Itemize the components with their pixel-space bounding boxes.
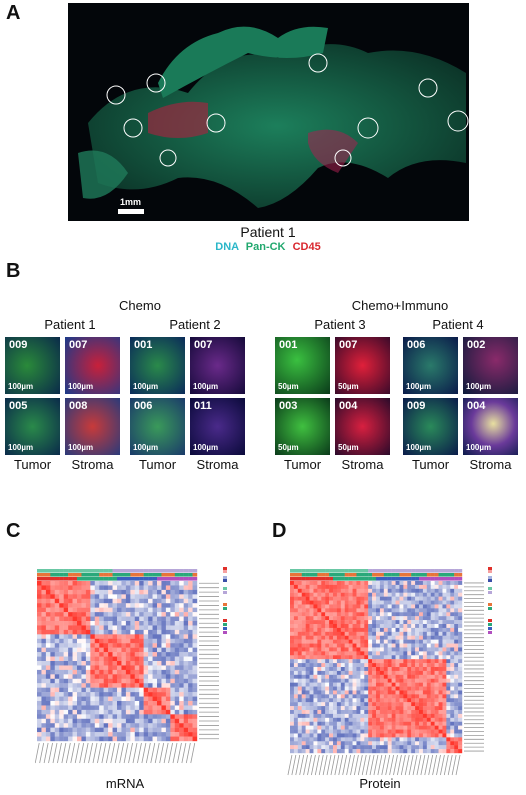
tumor-label: Tumor <box>13 457 52 472</box>
tile-id: 001 <box>134 339 153 351</box>
panel-b-label: B <box>6 260 21 282</box>
tile-scale: 50µm <box>278 382 299 391</box>
micrograph-tile: 004 50µm <box>335 398 390 455</box>
micrograph-tile: 001 100µm <box>130 337 185 394</box>
group-chemo-label: Chemo <box>119 298 161 313</box>
tile-id: 005 <box>9 400 28 412</box>
panel-c-label: C <box>6 520 21 542</box>
micrograph-tile: 004 100µm <box>463 398 518 455</box>
micrograph-tile: 007 50µm <box>335 337 390 394</box>
tile-scale: 50µm <box>278 443 299 452</box>
micrograph-tile: 006 100µm <box>130 398 185 455</box>
micrograph-tile: 011 100µm <box>190 398 245 455</box>
micrograph-tile: 005 100µm <box>5 398 60 455</box>
micrograph-tile: 003 50µm <box>275 398 330 455</box>
tumor-label: Tumor <box>411 457 450 472</box>
scale-bar-label: 1mm <box>120 197 142 207</box>
legend-cd45: CD45 <box>292 241 321 253</box>
mrna-correlation-heatmap <box>34 565 230 780</box>
stroma-label: Stroma <box>469 457 512 472</box>
protein-caption: Protein <box>359 776 401 791</box>
tile-id: 007 <box>69 339 88 351</box>
tile-id: 007 <box>339 339 358 351</box>
legend-dna: DNA <box>215 241 239 253</box>
tile-id: 003 <box>279 400 298 412</box>
tile-scale: 100µm <box>193 382 219 391</box>
tissue-overview-image: 1mm <box>68 3 469 221</box>
stroma-label: Stroma <box>196 457 239 472</box>
panel-a-label: A <box>6 2 21 24</box>
stain-legend: DNA Pan-CK CD45 <box>200 241 336 253</box>
tile-scale: 100µm <box>466 443 492 452</box>
micrograph-tile: 009 100µm <box>5 337 60 394</box>
patient-1-label: Patient 1 <box>44 317 96 332</box>
patient-caption: Patient 1 <box>240 224 296 240</box>
tile-scale: 100µm <box>406 443 432 452</box>
micrograph-tile: 009 100µm <box>403 398 458 455</box>
tile-scale: 100µm <box>466 382 492 391</box>
panel-d-label: D <box>272 520 287 542</box>
tile-id: 006 <box>407 339 426 351</box>
legend-panck: Pan-CK <box>245 241 286 253</box>
tile-id: 002 <box>467 339 486 351</box>
stroma-label: Stroma <box>71 457 114 472</box>
tile-id: 011 <box>194 400 212 412</box>
micrograph-tile: 007 100µm <box>65 337 120 394</box>
stroma-label: Stroma <box>341 457 384 472</box>
tile-scale: 50µm <box>338 443 359 452</box>
tile-scale: 100µm <box>8 443 34 452</box>
tile-id: 006 <box>134 400 153 412</box>
tile-scale: 100µm <box>133 382 159 391</box>
tile-scale: 100µm <box>133 443 159 452</box>
mrna-caption: mRNA <box>105 776 145 791</box>
tile-id: 009 <box>407 400 426 412</box>
tile-id: 001 <box>279 339 298 351</box>
group-chemo-immuno-label: Chemo+Immuno <box>351 298 449 313</box>
patient-4-label: Patient 4 <box>432 317 484 332</box>
micrograph-tile: 007 100µm <box>190 337 245 394</box>
tile-id: 007 <box>194 339 213 351</box>
micrograph-tile: 008 100µm <box>65 398 120 455</box>
tumor-label: Tumor <box>138 457 177 472</box>
tile-scale: 100µm <box>68 443 94 452</box>
tile-scale: 50µm <box>338 382 359 391</box>
tile-id: 009 <box>9 339 28 351</box>
micrograph-tile: 002 100µm <box>463 337 518 394</box>
micrograph-tile: 001 50µm <box>275 337 330 394</box>
tile-scale: 100µm <box>8 382 34 391</box>
patient-2-label: Patient 2 <box>169 317 221 332</box>
tile-scale: 100µm <box>406 382 432 391</box>
patient-3-label: Patient 3 <box>314 317 366 332</box>
tumor-label: Tumor <box>283 457 322 472</box>
tile-id: 004 <box>467 400 486 412</box>
tile-scale: 100µm <box>193 443 219 452</box>
micrograph-tile: 006 100µm <box>403 337 458 394</box>
tile-id: 008 <box>69 400 88 412</box>
tile-scale: 100µm <box>68 382 94 391</box>
tile-id: 004 <box>339 400 358 412</box>
protein-correlation-heatmap <box>286 565 516 780</box>
